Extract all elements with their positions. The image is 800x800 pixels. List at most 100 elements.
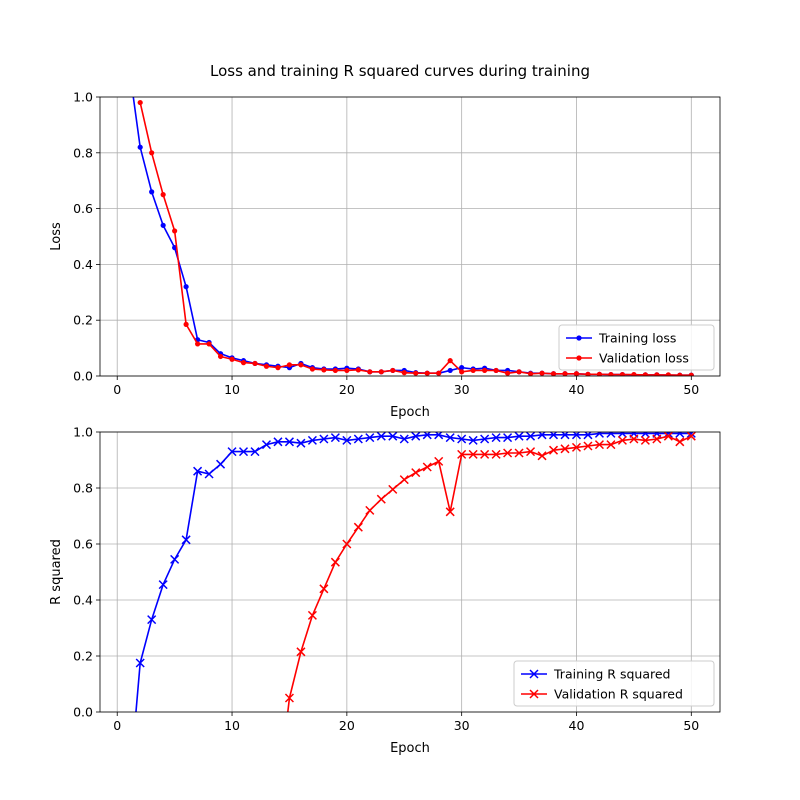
validation-loss-point <box>240 360 247 366</box>
training-r-squared-point <box>675 432 685 438</box>
validation-r-squared-point <box>399 475 409 485</box>
loss-ytick-label: 0.0 <box>73 369 93 384</box>
validation-loss-point <box>229 356 235 362</box>
training-r-squared-legend-marker <box>529 669 539 679</box>
validation-r-squared-point <box>284 693 294 703</box>
loss-axes-frame <box>99 96 721 377</box>
training-r-squared-point <box>296 438 306 448</box>
training-r-squared-point <box>503 433 513 443</box>
validation-r-squared-point <box>353 522 363 532</box>
training-loss-point <box>183 284 189 290</box>
loss-ytick-label: 0.2 <box>73 313 93 328</box>
validation-r-squared-legend-label: Validation R squared <box>554 687 683 702</box>
r-squared-subplot: 0 10 20 30 40 50 0.0 0.2 0.4 0.6 0.8 1.0 Epoch R sq… <box>49 425 721 756</box>
loss-xlabel: Epoch <box>390 405 430 420</box>
training-r-squared-point <box>468 435 478 445</box>
validation-r-squared-point <box>548 445 559 455</box>
validation-r-squared-point <box>376 494 386 504</box>
validation-r-squared-point <box>480 449 490 459</box>
validation-r-squared-point <box>330 557 340 567</box>
validation-loss-point <box>527 371 534 376</box>
loss-ytick-label: 0.4 <box>73 257 93 272</box>
loss-xtick-label: 0 <box>113 382 121 397</box>
r-squared-ylabel: R squared <box>49 539 64 605</box>
validation-r-squared-point <box>388 484 398 494</box>
validation-r-squared-point <box>675 437 685 447</box>
validation-loss-point <box>642 372 648 376</box>
training-r-squared-point <box>170 554 180 564</box>
training-r-squared-point <box>135 658 145 668</box>
training-r-squared-point <box>319 434 329 444</box>
validation-loss-point <box>677 372 683 376</box>
validation-loss-point <box>217 353 224 360</box>
training-r-squared-point <box>480 434 490 444</box>
training-r-squared-point <box>307 435 317 445</box>
validation-loss-legend-label: Validation loss <box>599 351 689 366</box>
loss-series <box>132 97 694 376</box>
validation-r-squared-point <box>686 432 696 441</box>
validation-loss-point <box>194 341 201 347</box>
loss-ylabel: Loss <box>49 222 64 251</box>
validation-loss-point <box>550 371 557 376</box>
training-r-squared-point <box>399 434 409 444</box>
loss-ticks: 0 10 20 30 40 50 0.0 0.2 0.4 0.6 0.8 1.0 <box>73 90 699 398</box>
validation-loss-point <box>332 367 338 374</box>
r-squared-legend: Training R squared Validation R squared <box>513 660 715 707</box>
validation-loss-point <box>309 366 316 372</box>
validation-r-squared-point <box>296 647 306 657</box>
training-r-squared-point <box>330 433 340 443</box>
training-r-squared-point <box>284 437 294 447</box>
validation-loss-point <box>160 192 166 198</box>
validation-loss-point <box>298 362 304 368</box>
r-squared-ytick-label: 0.8 <box>73 481 93 496</box>
validation-loss-point <box>183 321 189 327</box>
validation-r-squared-point <box>307 610 317 620</box>
training-r-squared-legend-label: Training R squared <box>553 667 670 682</box>
validation-loss-point <box>390 367 396 374</box>
validation-r-squared-point <box>422 462 432 472</box>
validation-loss-point <box>596 371 603 376</box>
r-squared-ytick-label: 1.0 <box>73 425 93 440</box>
loss-xtick-label: 30 <box>454 382 470 397</box>
validation-loss-legend-marker <box>576 355 582 361</box>
training-r-squared-point <box>376 432 386 441</box>
validation-r-squared-point <box>365 505 375 515</box>
r-squared-xtick-label: 10 <box>224 718 240 733</box>
training-loss-legend-marker <box>576 335 582 341</box>
validation-loss-point <box>608 372 614 376</box>
training-r-squared-point <box>445 433 455 443</box>
loss-ytick-label: 1.0 <box>73 90 93 105</box>
validation-r-squared-point <box>629 434 639 444</box>
validation-loss-point <box>562 371 568 376</box>
validation-loss-point <box>447 358 453 364</box>
training-r-squared-point <box>411 432 421 441</box>
loss-ytick-label: 0.8 <box>73 145 93 160</box>
validation-r-squared-point <box>411 468 421 478</box>
validation-loss-point <box>516 369 522 375</box>
validation-loss-point <box>470 367 476 374</box>
validation-loss-point <box>654 372 660 376</box>
validation-r-squared-point <box>503 448 513 458</box>
validation-loss-point <box>344 367 350 374</box>
r-squared-ytick-label: 0.0 <box>73 705 93 720</box>
validation-r-squared-point <box>617 435 627 445</box>
validation-loss-point <box>436 370 442 376</box>
validation-loss-point <box>286 362 293 368</box>
training-r-squared-point <box>147 615 157 625</box>
r-squared-xtick-label: 20 <box>339 718 355 733</box>
validation-loss-point <box>573 371 580 376</box>
validation-r-squared-legend-marker <box>529 689 539 699</box>
validation-loss-point <box>585 371 591 376</box>
training-r-squared-point <box>353 434 363 444</box>
training-r-squared-point <box>216 459 226 469</box>
validation-loss-point <box>688 372 694 376</box>
validation-r-squared-point <box>537 451 547 461</box>
r-squared-ytick-label: 0.4 <box>73 593 93 608</box>
validation-r-squared-point <box>342 539 352 549</box>
validation-loss-point <box>263 363 270 369</box>
r-squared-axes-frame <box>99 431 721 713</box>
validation-r-squared-point <box>526 447 536 457</box>
validation-r-squared-point <box>640 435 650 445</box>
validation-loss-point <box>321 367 327 373</box>
